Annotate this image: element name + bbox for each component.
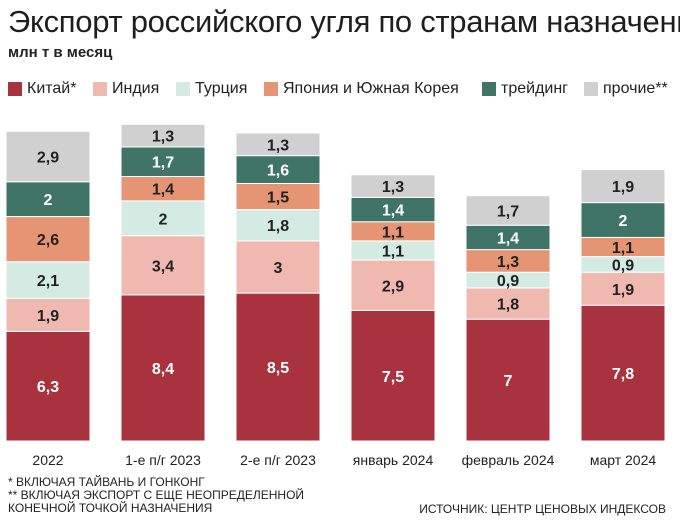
category-label-1: 1-е п/г 2023 (125, 452, 201, 468)
bar-segment-5-4 (580, 202, 666, 238)
data-label-2-3: 1,5 (267, 190, 289, 207)
category-label-2: 2-е п/г 2023 (240, 452, 316, 468)
bar-segment-1-5 (120, 123, 206, 148)
legend-swatch-japan-korea (264, 82, 278, 96)
bar-segment-4-5 (465, 195, 551, 226)
data-label-4-5: 1,7 (497, 203, 519, 220)
footnote-1: * ВКЛЮЧАЯ ТАЙВАНЬ И ГОНКОНГ (8, 475, 205, 489)
bar-segment-0-5 (5, 130, 91, 183)
legend-swatch-trading (482, 82, 496, 96)
bar-segment-0-2 (5, 261, 91, 299)
bar-segment-1-0 (120, 294, 206, 442)
legend: Китай* Индия Турция Япония и Южная Корея… (8, 80, 680, 102)
data-label-5-0: 7,8 (612, 366, 634, 383)
bar-segment-5-0 (580, 304, 666, 442)
chart-subtitle: млн т в месяц (8, 44, 113, 61)
bar-segment-4-0 (465, 318, 551, 442)
data-label-1-3: 1,4 (152, 182, 174, 199)
legend-label-turkey: Турция (195, 80, 248, 97)
bar-segment-1-4 (120, 146, 206, 178)
data-label-5-2: 0,9 (612, 257, 634, 274)
bar-segment-3-5 (350, 174, 436, 198)
bar-segment-0-0 (5, 330, 91, 442)
legend-item-trading: трейдинг (482, 80, 568, 98)
data-label-0-4: 2 (44, 192, 53, 209)
source-note: ИСТОЧНИК: ЦЕНТР ЦЕНОВЫХ ИНДЕКСОВ (419, 502, 666, 516)
bar-segment-2-2 (235, 209, 321, 242)
legend-swatch-other (584, 82, 598, 96)
chart-title: Экспорт российского угля по странам назн… (8, 4, 680, 39)
data-label-2-1: 3 (274, 260, 283, 277)
data-label-2-2: 1,8 (267, 218, 289, 235)
data-label-0-2: 2,1 (37, 273, 59, 290)
category-label-0: 2022 (32, 452, 63, 468)
footnote-3: КОНЕЧНОЙ ТОЧКОЙ НАЗНАЧЕНИЯ (8, 501, 213, 515)
data-label-4-4: 1,4 (497, 230, 519, 247)
legend-label-china: Китай* (27, 80, 77, 97)
bar-segment-3-0 (350, 310, 436, 442)
bar-segment-1-1 (120, 235, 206, 296)
data-label-4-0: 7 (504, 373, 513, 390)
legend-label-india: Индия (112, 80, 160, 97)
bar-segment-2-5 (235, 132, 321, 157)
footnotes: * ВКЛЮЧАЯ ТАЙВАНЬ И ГОНКОНГ ** ВКЛЮЧАЯ Э… (8, 476, 304, 515)
legend-item-japan-korea: Япония и Южная Корея (264, 80, 459, 98)
data-label-3-0: 7,5 (382, 369, 404, 386)
legend-swatch-china (8, 82, 22, 96)
data-label-0-5: 2,9 (37, 150, 59, 167)
bar-segment-2-4 (235, 155, 321, 184)
legend-item-other: прочие** (584, 80, 668, 98)
bar-segment-1-3 (120, 176, 206, 202)
footnote-2: ** ВКЛЮЧАЯ ЭКСПОРТ С ЕЩЕ НЕОПРЕДЕЛЕННОЙ (8, 488, 305, 502)
legend-swatch-india (93, 82, 107, 96)
data-label-4-2: 0,9 (497, 273, 519, 290)
data-label-1-4: 1,7 (152, 155, 174, 172)
bar-segment-0-3 (5, 216, 91, 263)
data-label-0-3: 2,6 (37, 232, 59, 249)
data-label-5-3: 1,1 (612, 240, 634, 257)
category-label-5: март 2024 (590, 452, 657, 468)
bar-segment-3-1 (350, 259, 436, 312)
category-label-3: январь 2024 (353, 452, 434, 468)
legend-label-other: прочие** (603, 80, 668, 97)
data-label-4-1: 1,8 (497, 297, 519, 314)
data-label-3-2: 1,1 (382, 243, 404, 260)
category-label-4: февраль 2024 (462, 452, 555, 468)
data-label-0-1: 1,9 (37, 308, 59, 325)
data-label-3-5: 1,3 (382, 179, 404, 196)
bar-segment-5-1 (580, 271, 666, 306)
data-label-4-3: 1,3 (497, 254, 519, 271)
bar-segment-4-1 (465, 287, 551, 320)
bar-segment-0-1 (5, 297, 91, 332)
data-label-3-1: 2,9 (382, 278, 404, 295)
bar-segment-5-5 (580, 169, 666, 204)
bar-segment-3-4 (350, 196, 436, 223)
bar-segment-2-0 (235, 292, 321, 442)
legend-item-india: Индия (93, 80, 159, 98)
data-label-3-3: 1,1 (382, 224, 404, 241)
data-label-1-5: 1,3 (152, 129, 174, 146)
data-label-2-5: 1,3 (267, 137, 289, 154)
data-label-2-4: 1,6 (267, 163, 289, 180)
data-label-5-1: 1,9 (612, 282, 634, 299)
legend-swatch-turkey (176, 82, 190, 96)
legend-item-turkey: Турция (176, 80, 247, 98)
data-label-5-5: 1,9 (612, 179, 634, 196)
legend-item-china: Китай* (8, 80, 76, 98)
data-label-1-2: 2 (159, 211, 168, 228)
data-label-1-0: 8,4 (152, 361, 174, 378)
data-label-5-4: 2 (619, 213, 628, 230)
data-label-2-0: 8,5 (267, 360, 289, 377)
legend-label-japan-korea: Япония и Южная Корея (283, 80, 459, 97)
data-label-3-4: 1,4 (382, 203, 404, 220)
data-label-0-0: 6,3 (37, 379, 59, 396)
data-label-1-1: 3,4 (152, 258, 174, 275)
legend-label-trading: трейдинг (501, 80, 569, 97)
